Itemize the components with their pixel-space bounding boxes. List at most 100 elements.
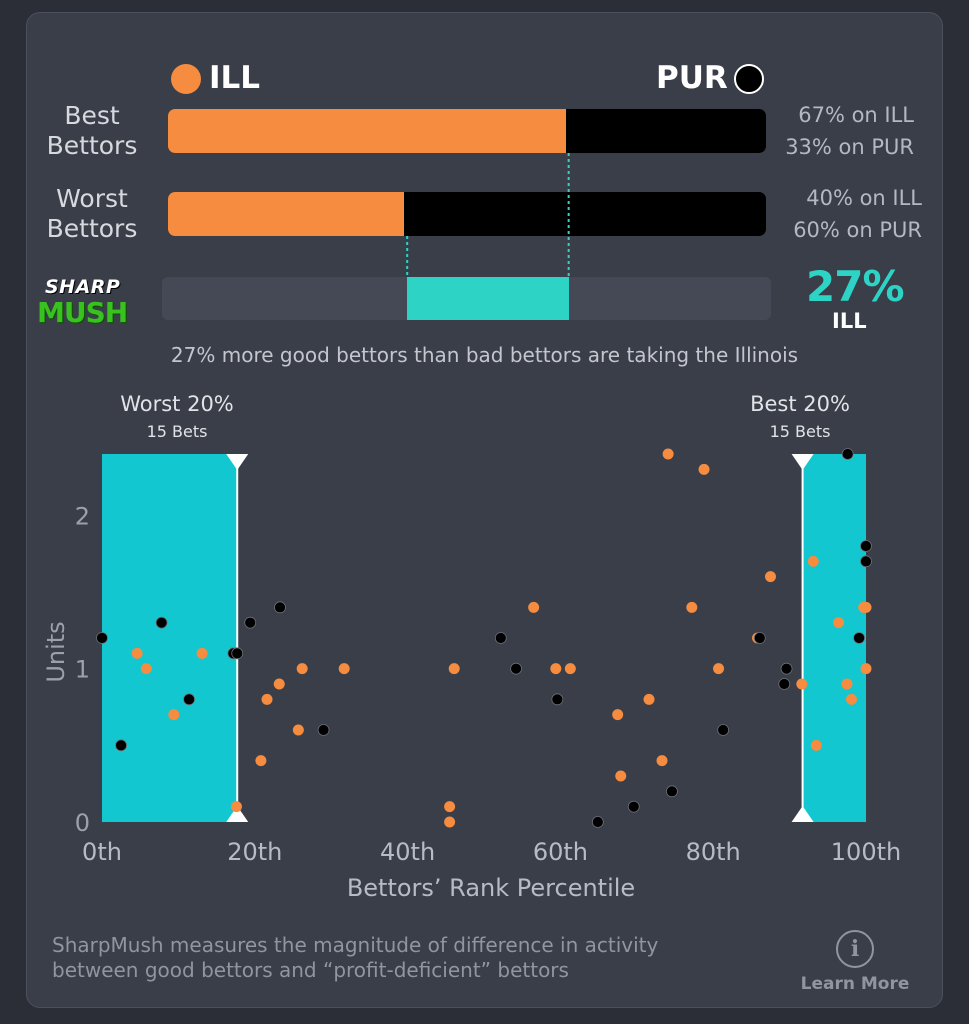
- point-pur: [778, 678, 791, 690]
- point-ill: [643, 693, 655, 705]
- point-pur: [231, 647, 244, 660]
- team-right-name: PUR: [656, 60, 728, 96]
- worst-zone-band: [102, 454, 238, 822]
- worst-bettors-bar: [168, 192, 766, 236]
- worst-ill-share: [168, 192, 405, 236]
- point-ill: [686, 601, 698, 613]
- bettor-scatter-chart: 0th 20th 40th 60th 80th 100th 0 1 2 Units Bettor…: [42, 448, 901, 902]
- worst-zone-marker-top-arrow: [226, 454, 249, 470]
- point-ill: [656, 755, 668, 767]
- point-pur: [96, 632, 108, 644]
- learn-more-button[interactable]: i Learn More: [800, 930, 910, 994]
- point-ill: [810, 739, 822, 751]
- best-zone-marker-top-arrow: [791, 454, 814, 470]
- point-ill: [196, 647, 208, 659]
- point-ill: [140, 663, 152, 675]
- x-tick-label: 80th: [686, 838, 741, 866]
- point-pur: [510, 662, 522, 675]
- point-ill: [796, 678, 808, 690]
- best-pct-text: 67% on ILL 33% on PUR: [720, 99, 914, 163]
- point-ill: [131, 647, 143, 659]
- point-ill: [261, 693, 273, 705]
- point-pur: [860, 540, 872, 552]
- point-pur: [841, 448, 854, 460]
- point-ill: [615, 770, 627, 782]
- worst-zone-marker-bottom-arrow: [226, 806, 249, 822]
- point-pur: [115, 739, 127, 752]
- worst-bettors-label: Worst Bettors: [42, 184, 142, 244]
- worst-label-line2: Bettors: [46, 214, 138, 243]
- info-icon: i: [836, 930, 874, 968]
- point-pur: [860, 555, 872, 568]
- point-ill: [860, 601, 872, 613]
- logo-sharp-text: SHARP: [45, 276, 121, 298]
- best-zone-marker-bottom-arrow: [791, 806, 814, 822]
- point-ill: [845, 693, 857, 705]
- difference-connectors: [406, 153, 570, 276]
- worst-zone-title: Worst 20%: [120, 392, 234, 416]
- point-ill: [273, 678, 285, 690]
- point-ill: [832, 617, 844, 629]
- point-pur: [717, 724, 730, 736]
- best-zone-title: Best 20%: [750, 392, 850, 416]
- y-tick-label: 0: [75, 809, 90, 837]
- best-ill-share: [168, 109, 566, 153]
- point-ill: [338, 663, 350, 675]
- sharpmush-difference-bar: [162, 277, 771, 320]
- point-ill: [564, 663, 576, 675]
- x-tick-label: 0th: [82, 838, 122, 866]
- point-pur: [317, 724, 330, 736]
- sharpmush-difference-fill: [407, 277, 569, 320]
- footer-line2: between good bettors and “profit-deficie…: [52, 958, 569, 982]
- point-pur: [627, 800, 640, 813]
- summary-text: 27% more good bettors than bad bettors a…: [170, 343, 799, 367]
- point-pur: [183, 693, 195, 706]
- sharpmush-logo: SHARP MUSH: [35, 276, 148, 332]
- y-axis-label: Units: [42, 621, 70, 682]
- footer-description: SharpMush measures the magnitude of diff…: [52, 933, 752, 983]
- learn-more-label: Learn More: [800, 974, 910, 994]
- x-tick-label: 40th: [380, 838, 435, 866]
- point-pur: [244, 616, 257, 629]
- point-ill: [448, 663, 460, 675]
- point-pur: [274, 601, 286, 614]
- x-tick-label: 20th: [227, 838, 282, 866]
- point-pur: [591, 816, 604, 828]
- best-bettors-label: Best Bettors: [42, 101, 142, 161]
- point-pur: [551, 693, 564, 706]
- best-pct-right: 33% on PUR: [785, 135, 914, 159]
- worst-label-line1: Worst: [56, 184, 128, 213]
- point-ill: [444, 816, 456, 828]
- point-ill: [528, 601, 540, 613]
- best-bettors-bar: [168, 109, 766, 153]
- point-ill: [807, 555, 819, 567]
- best-zone-count: 15 Bets: [769, 422, 831, 441]
- footer-line1: SharpMush measures the magnitude of diff…: [52, 933, 659, 957]
- ill-team-dot: [171, 64, 201, 94]
- point-pur: [494, 632, 507, 644]
- point-ill: [860, 663, 872, 675]
- logo-mush-text: MUSH: [37, 296, 128, 329]
- point-pur: [780, 662, 793, 675]
- sharpmush-team: ILL: [832, 309, 867, 333]
- worst-pct-right: 60% on PUR: [793, 218, 922, 242]
- x-tick-label: 60th: [533, 838, 588, 866]
- point-pur: [853, 632, 866, 644]
- point-pur: [155, 616, 168, 629]
- best-label-line2: Bettors: [46, 131, 138, 160]
- point-pur: [753, 632, 766, 644]
- point-ill: [296, 663, 308, 675]
- team-left-name: ILL: [209, 60, 261, 96]
- y-tick-label: 2: [75, 502, 90, 530]
- point-ill: [168, 709, 180, 721]
- worst-zone-count: 15 Bets: [146, 422, 208, 441]
- point-ill: [292, 724, 304, 736]
- point-ill: [444, 801, 456, 813]
- point-pur: [666, 785, 678, 798]
- best-label-line1: Best: [64, 101, 120, 130]
- y-tick-label: 1: [75, 656, 90, 684]
- point-ill: [662, 448, 674, 460]
- best-pct-left: 67% on ILL: [798, 103, 914, 127]
- point-ill: [713, 663, 725, 675]
- point-ill: [698, 463, 710, 475]
